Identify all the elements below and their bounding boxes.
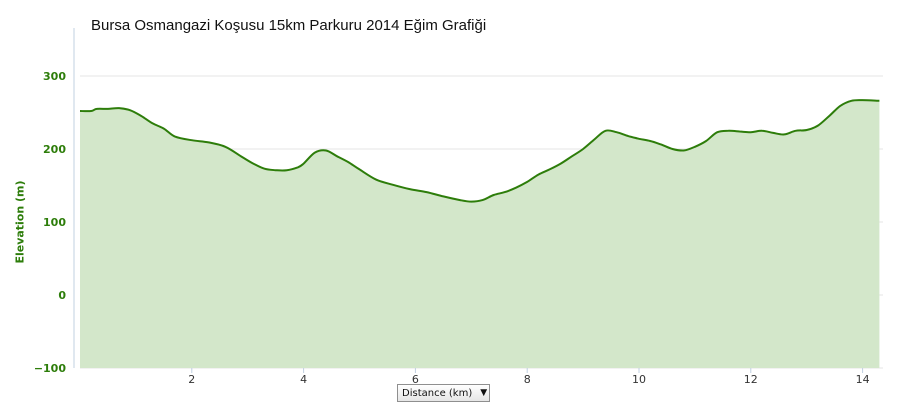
elevation-line <box>79 99 880 203</box>
x-tick-label: 6 <box>412 373 419 386</box>
y-tick-label: 0 <box>58 289 66 302</box>
y-tick-label: −100 <box>34 362 67 375</box>
x-axis-unit-label: Distance (km) <box>402 387 473 399</box>
y-tick-label: 200 <box>43 143 66 156</box>
x-tick-label: 2 <box>188 373 195 386</box>
x-tick-label: 14 <box>856 373 870 386</box>
y-axis-ticks: 300 200 100 0 −100 <box>34 70 67 375</box>
x-tick-label: 12 <box>744 373 758 386</box>
x-axis-unit-select[interactable]: Distance (km) ▼ <box>397 384 490 402</box>
y-tick-label: 300 <box>43 70 66 83</box>
x-tick-label: 10 <box>632 373 646 386</box>
x-axis-ticks: 2 4 6 8 10 12 14 <box>188 368 870 386</box>
y-tick-label: 100 <box>43 216 66 229</box>
x-tick-label: 8 <box>524 373 531 386</box>
chevron-down-icon: ▼ <box>480 388 488 398</box>
chart-title: Bursa Osmangazi Koşusu 15km Parkuru 2014… <box>91 17 487 34</box>
elevation-area <box>80 100 880 369</box>
x-tick-label: 4 <box>300 373 307 386</box>
